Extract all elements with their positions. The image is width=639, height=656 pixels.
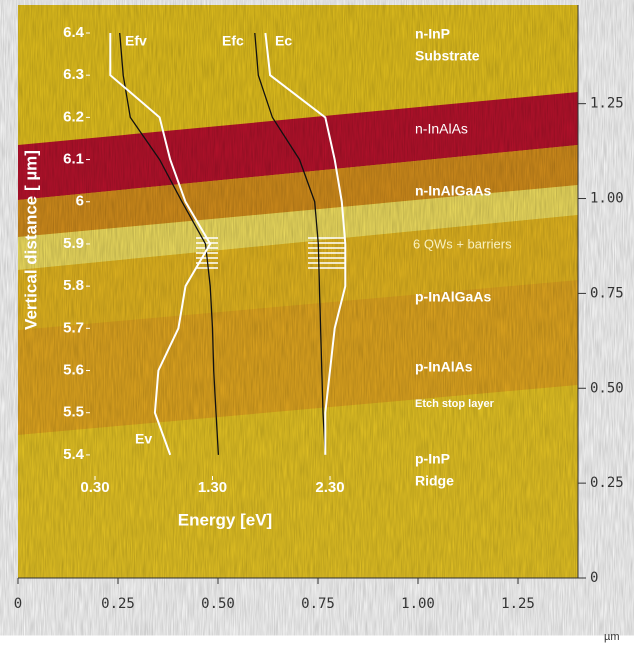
y-tick-label: 6.2 [63,108,84,125]
y-tick-label: 6 [76,193,84,210]
y-tick-label: 0.75 [590,285,624,301]
layer-label: 6 QWs + barriers [413,236,512,251]
x-tick-label: 2.30 [315,479,344,496]
layer-label: p-InP [415,451,450,467]
y-tick-label: 5.5 [63,404,84,421]
legend-label: Efv [125,33,147,49]
x-tick-label: 0.30 [80,479,109,496]
layer-label: p-InAlAs [415,359,473,375]
x-tick-label: 0.75 [301,596,335,612]
legend-label: Efc [222,33,244,49]
layer-label: n-InAlGaAs [415,183,491,199]
x-unit: µm [604,631,620,643]
layer-label: Etch stop layer [415,398,495,410]
y-tick-label: 5.8 [63,277,84,294]
y-tick-label: 5.7 [63,319,84,336]
y-tick-label: 0.25 [590,475,624,491]
layer-label: p-InAlGaAs [415,289,491,305]
x-tick-label: 0 [14,596,22,612]
layer-label: n-InAlAs [415,121,468,137]
y-tick-label: 5.6 [63,361,84,378]
legend-label: Ev [135,431,152,447]
y-tick-label: 5.4 [63,446,85,463]
y-tick-label: 6.4 [63,24,85,41]
y-tick-label: 6.3 [63,66,84,83]
layer-label: n-InP [415,26,450,42]
layer-label: Substrate [415,48,480,64]
x-tick-label: 1.25 [501,596,535,612]
x-tick-label: 1.30 [198,479,227,496]
layer-label: Ridge [415,473,454,489]
y-axis-title: Vertical distance [ µm] [21,150,40,330]
figure: 0 0.25 0.50 0.75 1.00 1.25 0 0.25 0.50 0.75 1.00 1.… [0,0,639,656]
x-axis-title: Energy [eV] [178,510,272,529]
legend-label: Ec [275,33,292,49]
y-tick-label: 0 [590,570,598,586]
y-tick-label: 0.50 [590,380,624,396]
y-tick-label: 5.9 [63,235,84,252]
x-tick-label: 0.25 [101,596,135,612]
y-tick-label: 6.1 [63,151,84,168]
x-tick-label: 1.00 [401,596,435,612]
y-tick-label: 1.25 [590,96,624,112]
y-tick-label: 1.00 [590,191,624,207]
x-tick-label: 0.50 [201,596,235,612]
